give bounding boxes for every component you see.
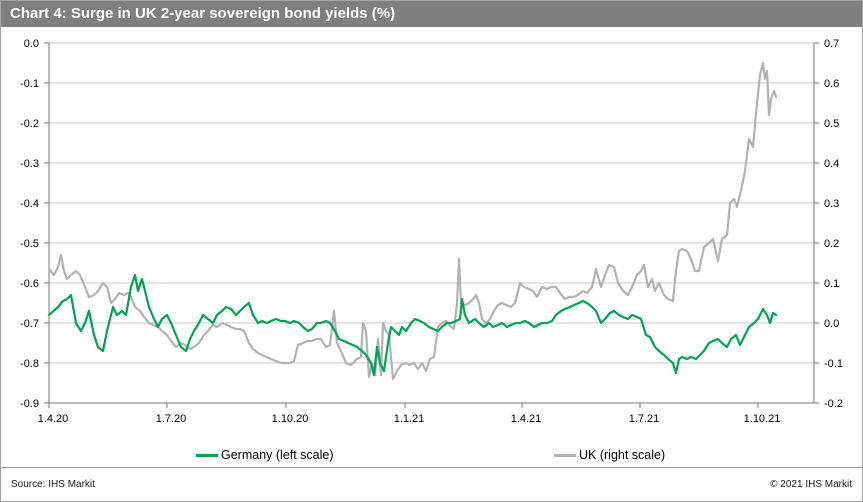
legend-label-uk: UK (right scale) [579, 448, 666, 462]
svg-text:0.7: 0.7 [824, 38, 839, 50]
source-note: Source: IHS Markit [11, 479, 95, 490]
svg-text:0.6: 0.6 [824, 78, 839, 90]
svg-text:-0.5: -0.5 [20, 238, 39, 250]
chart-footer: Source: IHS Markit © 2021 IHS Markit [1, 467, 862, 501]
svg-text:1.7.20: 1.7.20 [156, 413, 187, 425]
chart-legend: Germany (left scale) UK (right scale) [1, 445, 862, 467]
svg-text:-0.2: -0.2 [20, 118, 39, 130]
uk-line-swatch-icon [554, 453, 576, 457]
svg-text:-0.1: -0.1 [824, 358, 843, 370]
svg-text:-0.4: -0.4 [20, 198, 39, 210]
svg-text:1.1.21: 1.1.21 [394, 413, 425, 425]
svg-text:0.1: 0.1 [824, 278, 839, 290]
svg-text:-0.7: -0.7 [20, 318, 39, 330]
legend-label-germany: Germany (left scale) [221, 448, 334, 462]
svg-text:0.2: 0.2 [824, 238, 839, 250]
svg-text:1.7.21: 1.7.21 [629, 413, 660, 425]
svg-text:-0.9: -0.9 [20, 398, 39, 410]
svg-text:-0.3: -0.3 [20, 158, 39, 170]
svg-text:1.4.21: 1.4.21 [511, 413, 542, 425]
svg-text:-0.2: -0.2 [824, 398, 843, 410]
svg-text:0.0: 0.0 [24, 38, 39, 50]
copyright-note: © 2021 IHS Markit [770, 479, 852, 490]
svg-text:0.4: 0.4 [824, 158, 839, 170]
legend-item-germany: Germany (left scale) [196, 445, 334, 465]
svg-text:-0.6: -0.6 [20, 278, 39, 290]
legend-item-uk: UK (right scale) [554, 445, 665, 465]
svg-text:1.4.20: 1.4.20 [38, 413, 69, 425]
chart-title: Chart 4: Surge in UK 2-year sovereign bo… [1, 1, 862, 27]
svg-text:-0.1: -0.1 [20, 78, 39, 90]
svg-text:1.10.21: 1.10.21 [744, 413, 781, 425]
germany-line-swatch-icon [196, 453, 218, 457]
svg-text:0.3: 0.3 [824, 198, 839, 210]
svg-text:1.10.20: 1.10.20 [272, 413, 309, 425]
svg-text:-0.8: -0.8 [20, 358, 39, 370]
svg-text:0.0: 0.0 [824, 318, 839, 330]
plot-svg: 0.0 0.7 -0.1 0.6 -0.2 0.5 -0.3 0.4 -0.4 0.3 -0.5 0.… [20, 38, 843, 425]
svg-text:0.5: 0.5 [824, 118, 839, 130]
